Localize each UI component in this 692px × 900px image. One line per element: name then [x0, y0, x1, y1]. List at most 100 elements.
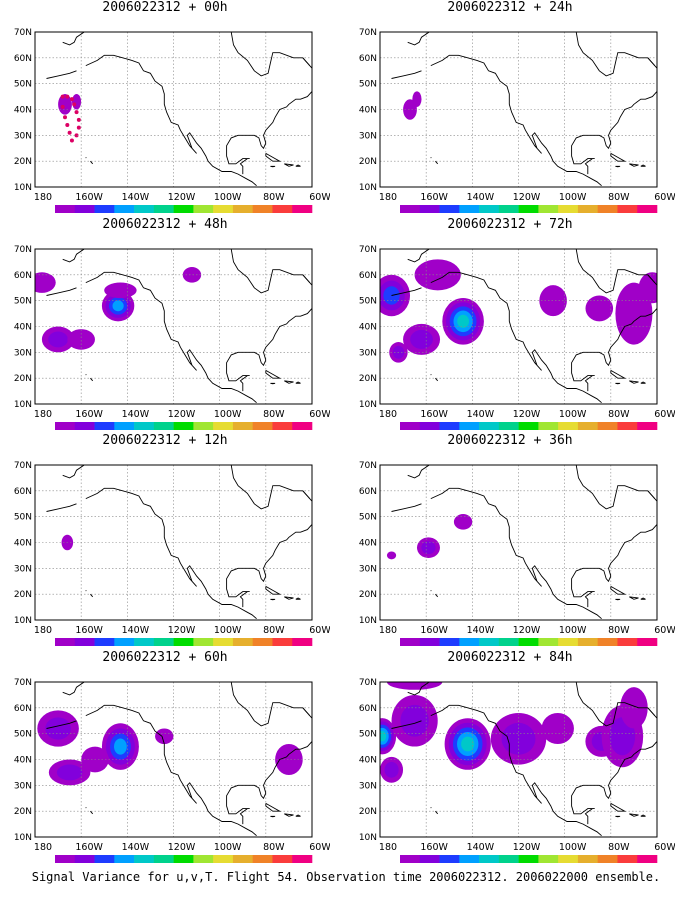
colorbar-label: 11 [573, 864, 582, 865]
lat-tick-label: 50N [14, 80, 32, 90]
colorbar-label: 3.1 [109, 214, 120, 215]
colorbar-label: 11 [228, 431, 237, 432]
variance-contour [386, 682, 443, 690]
coastline [575, 249, 656, 294]
colorbar-label: 21 [268, 431, 277, 432]
colorbar-swatch [558, 422, 579, 430]
colorbar-swatch [292, 422, 313, 430]
colorbar-label: 29 [288, 864, 297, 865]
colorbar-swatch [173, 422, 194, 430]
colorbar-swatch [498, 855, 519, 863]
colorbar-label: 21 [613, 431, 622, 432]
lon-tick-label: 120W [168, 625, 196, 636]
lon-tick-label: 100W [559, 842, 587, 853]
lat-tick-label: 60N [359, 54, 377, 64]
variance-contour [620, 687, 648, 729]
coastline [284, 380, 294, 384]
lon-tick-label: 120W [513, 192, 541, 203]
colorbar-swatch [459, 638, 480, 646]
colorbar-swatch [153, 638, 174, 646]
colorbar-label: 14 [593, 431, 602, 432]
coastline [430, 704, 602, 837]
colorbar-swatch [419, 422, 440, 430]
colorbar-swatch [292, 205, 313, 213]
lon-tick-label: 180 [34, 192, 52, 203]
colorbar-swatch [272, 205, 293, 213]
colorbar-label: 6.3 [513, 647, 524, 648]
coastline [295, 597, 301, 600]
colorbar-label: 3.1 [109, 647, 120, 648]
map-frame [379, 681, 658, 838]
colorbar-swatch [272, 422, 293, 430]
variance-contour [386, 551, 397, 560]
colorbar-label: 2.2 [89, 214, 100, 215]
lon-tick-label: 140W [467, 842, 495, 853]
coastline [407, 249, 496, 263]
lon-tick-label: 140W [467, 409, 495, 420]
colorbar-label: 1.6 [69, 647, 81, 648]
lon-tick-label: 100W [214, 192, 242, 203]
lat-tick-label: 50N [14, 297, 32, 307]
lat-tick-label: 70N [359, 28, 377, 38]
lat-tick-label: 30N [14, 781, 32, 791]
variance-contour [45, 717, 71, 740]
colorbar-swatch [173, 638, 194, 646]
lat-tick-label: 50N [359, 80, 377, 90]
colorbar-swatch [558, 205, 579, 213]
variance-contour [400, 704, 429, 737]
coastline [284, 813, 294, 817]
map-frame [379, 248, 658, 405]
lat-tick-label: 70N [14, 678, 32, 688]
lat-tick-label: 30N [14, 348, 32, 358]
lon-tick-label: 60W [654, 842, 675, 853]
colorbar-label: 2.2 [434, 431, 445, 432]
coastline [435, 593, 439, 598]
colorbar-label: 21 [613, 214, 622, 215]
colorbar-swatch [173, 205, 194, 213]
colorbar-label: 9 [556, 647, 560, 648]
colorbar-swatch [459, 855, 480, 863]
colorbar-swatch [153, 422, 174, 430]
lon-tick-label: 160W [420, 409, 448, 420]
observation-point [74, 133, 79, 138]
forecast-panel: 2006022312 + 12h 70N 60N 50N 40N 30N 20N 10N 180… [0, 433, 330, 648]
coastline [575, 682, 656, 727]
colorbar-swatch [577, 422, 598, 430]
colorbar-swatch [577, 638, 598, 646]
variance-contour [182, 267, 202, 283]
colorbar-swatch [400, 638, 421, 646]
lat-tick-label: 20N [14, 590, 32, 600]
colorbar-label: 4 [477, 864, 482, 865]
lon-tick-label: 60W [309, 409, 330, 420]
observation-point [60, 94, 65, 99]
colorbar-label: 5.1 [493, 647, 504, 648]
colorbar-label: 1.6 [414, 431, 426, 432]
lat-tick-label: 60N [359, 704, 377, 714]
colorbar-swatch [498, 422, 519, 430]
colorbar-swatch [153, 205, 174, 213]
colorbar-label: 6.3 [168, 864, 179, 865]
colorbar-label: 1.6 [69, 431, 81, 432]
colorbar-swatch [55, 205, 76, 213]
panel-title: 2006022312 + 36h [447, 433, 573, 448]
colorbar-label: 11 [228, 647, 237, 648]
lon-tick-label: 160W [420, 625, 448, 636]
coastline [407, 682, 496, 696]
colorbar-swatch [419, 205, 440, 213]
coastline [615, 815, 621, 818]
colorbar-label: 21 [268, 647, 277, 648]
colorbar-label: 9 [556, 214, 560, 215]
lon-tick-label: 180 [34, 409, 52, 420]
lat-tick-label: 30N [359, 131, 377, 141]
lat-tick-label: 50N [359, 297, 377, 307]
coastline [85, 487, 257, 620]
colorbar-swatch [272, 855, 293, 863]
coastline [407, 465, 496, 479]
variance-contour [56, 764, 83, 781]
forecast-panel: 2006022312 + 60h 70N 60N 50N 40N 30N 20N 10N 180… [0, 650, 330, 865]
